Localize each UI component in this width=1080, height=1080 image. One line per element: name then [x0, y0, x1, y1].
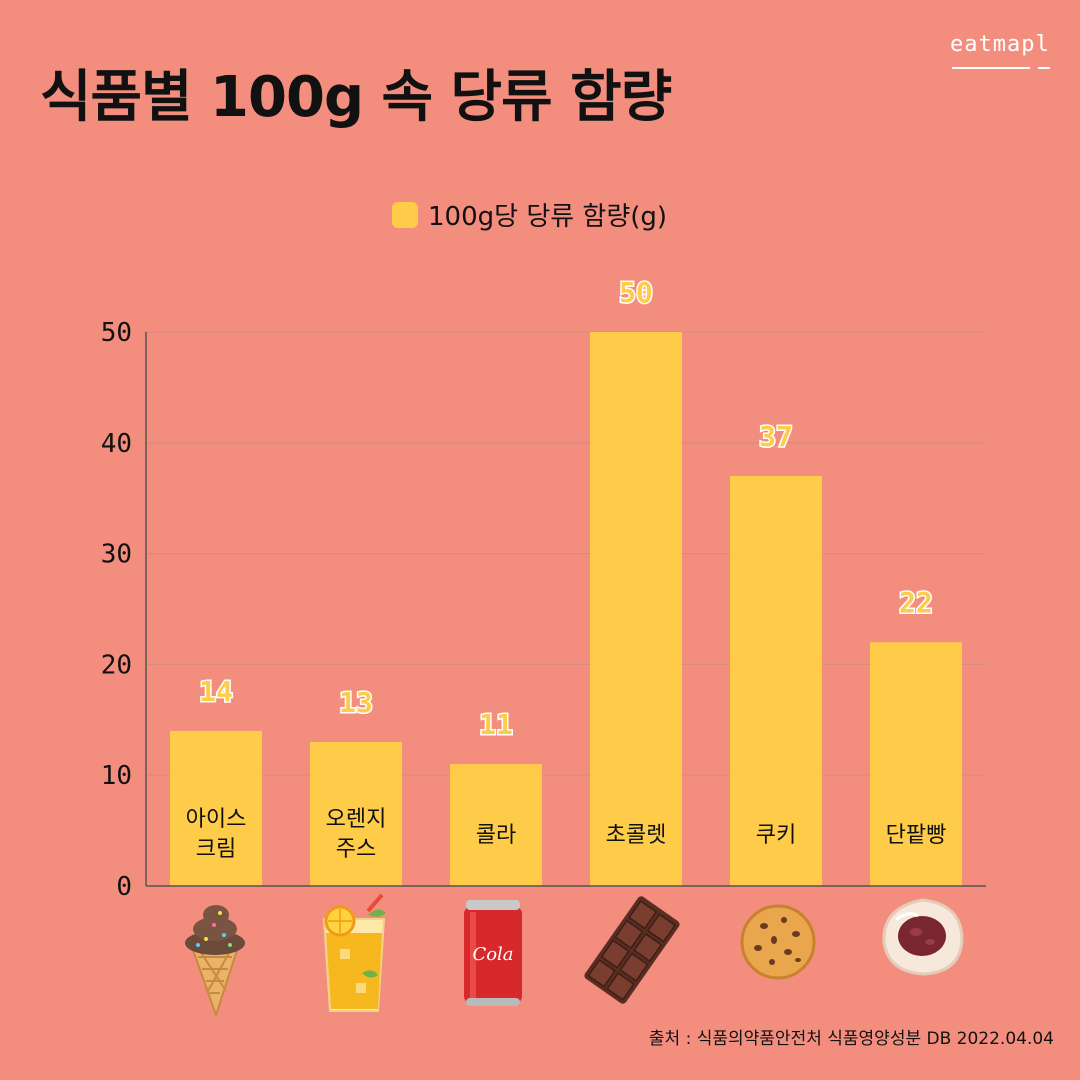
- red-bean-bun-icon: [882, 898, 964, 976]
- x-tick-label: 콜라: [476, 823, 516, 848]
- x-tick-label: 초콜렛: [606, 823, 667, 848]
- cola-can-text: Cola: [472, 944, 513, 965]
- chart-title: 식품별 100g 속 당류 함량: [40, 65, 672, 130]
- x-tick-label: 단팥빵: [886, 823, 947, 848]
- brand-logo: eatmapl: [950, 32, 1050, 57]
- legend: 100g당 당류 함량(g): [392, 196, 667, 233]
- data-label: 37: [759, 420, 793, 453]
- y-tick-label: 10: [101, 761, 132, 791]
- chocolate-bar-icon: [584, 896, 680, 1004]
- data-label: 13: [339, 686, 373, 719]
- bar: [730, 476, 822, 886]
- x-tick-label: 주스: [336, 837, 376, 862]
- x-tick-label: 아이스: [186, 807, 247, 832]
- source-note: 출처 : 식품의약품안전처 식품영양성분 DB 2022.04.04: [648, 1029, 1054, 1049]
- x-tick-label: 크림: [196, 837, 236, 862]
- y-tick-label: 50: [101, 318, 132, 348]
- brand-underline: [952, 67, 1030, 69]
- orange-juice-glass-icon: [322, 893, 386, 1012]
- x-tick-label: 오렌지: [326, 807, 387, 832]
- bar: [170, 730, 262, 886]
- legend-label: 100g당 당류 함량(g): [428, 202, 668, 232]
- data-label: 11: [479, 708, 513, 741]
- bar: [310, 741, 402, 886]
- data-label: 22: [899, 586, 933, 619]
- x-tick-label: 쿠키: [756, 823, 796, 848]
- data-label: 50: [619, 276, 653, 309]
- y-tick-label: 20: [101, 650, 132, 680]
- cookie-icon: [740, 904, 816, 980]
- bar: [590, 332, 682, 886]
- y-tick-label: 0: [116, 872, 132, 902]
- legend-swatch: [392, 201, 418, 228]
- cola-can-icon: Cola: [464, 900, 522, 1006]
- bar: [450, 764, 542, 886]
- ice-cream-cone-icon: [185, 905, 245, 1019]
- brand-underline-dash: [1038, 67, 1050, 69]
- y-tick-label: 40: [101, 429, 132, 459]
- y-tick-label: 30: [101, 540, 132, 570]
- bar: [870, 642, 962, 886]
- data-label: 14: [199, 675, 233, 708]
